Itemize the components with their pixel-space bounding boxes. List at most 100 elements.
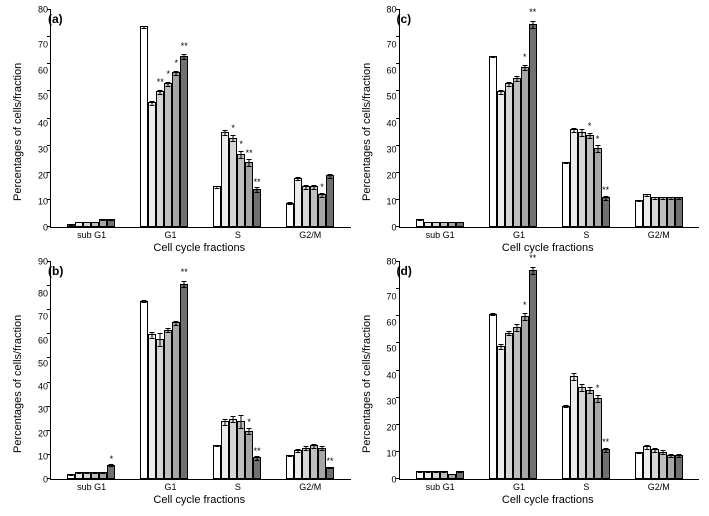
chart-grid: (a)Percentages of cells/fraction80706050… — [10, 10, 699, 506]
bar — [635, 200, 643, 227]
bar — [75, 472, 83, 479]
y-axis: 80706050403020100 — [375, 262, 399, 480]
significance-marker: * — [239, 140, 243, 149]
bar: ** — [326, 467, 334, 479]
bar — [562, 162, 570, 227]
bar — [67, 224, 75, 227]
bar-group: * — [286, 10, 334, 227]
bar — [221, 132, 229, 227]
bar: * — [172, 72, 180, 227]
bar — [213, 445, 221, 479]
panel-c: (c)Percentages of cells/fraction80706050… — [359, 10, 700, 254]
significance-marker: * — [523, 301, 527, 310]
bar — [513, 78, 521, 227]
bar — [148, 334, 156, 479]
bar — [643, 194, 651, 227]
bar — [91, 222, 99, 227]
bar — [675, 455, 683, 479]
bar — [570, 129, 578, 227]
bar — [83, 472, 91, 479]
bar — [91, 472, 99, 479]
y-axis-label: Percentages of cells/fraction — [359, 262, 375, 506]
bar-group — [416, 262, 464, 479]
significance-marker: * — [247, 418, 251, 427]
panel-d: (d)Percentages of cells/fraction80706050… — [359, 262, 700, 506]
plot-area: ****** — [399, 262, 700, 480]
bar — [497, 346, 505, 479]
bar: ** — [602, 449, 610, 479]
bar — [456, 471, 464, 479]
bar: ** — [245, 162, 253, 227]
bar-group: *** — [213, 262, 261, 479]
bar — [489, 56, 497, 227]
x-axis: sub G1G1SG2/M — [48, 480, 351, 492]
x-axis: sub G1G1SG2/M — [397, 228, 700, 240]
bar: ** — [602, 197, 610, 227]
bar — [286, 455, 294, 479]
bar — [578, 132, 586, 227]
bar — [213, 186, 221, 227]
significance-marker: * — [167, 70, 171, 79]
bar — [302, 186, 310, 227]
significance-marker: ** — [327, 457, 334, 466]
bar — [229, 419, 237, 479]
significance-marker: ** — [529, 8, 536, 17]
bar — [318, 448, 326, 479]
bar — [140, 301, 148, 479]
x-axis-label: Cell cycle fractions — [397, 492, 700, 506]
bar — [237, 421, 245, 479]
panel-a: (a)Percentages of cells/fraction80706050… — [10, 10, 351, 254]
bar-group: ** — [140, 262, 188, 479]
significance-marker: * — [175, 59, 179, 68]
bar: * — [521, 67, 529, 227]
bar — [667, 197, 675, 227]
bar — [513, 327, 521, 479]
bar — [562, 406, 570, 479]
bar — [172, 322, 180, 479]
bar — [148, 102, 156, 227]
bar — [448, 222, 456, 227]
bar — [489, 314, 497, 479]
bar — [651, 197, 659, 227]
significance-marker: ** — [181, 268, 188, 277]
x-axis: sub G1G1SG2/M — [397, 480, 700, 492]
significance-marker: ** — [157, 78, 164, 87]
bar: * — [229, 138, 237, 228]
x-axis-label: Cell cycle fractions — [48, 492, 351, 506]
bar — [416, 219, 424, 227]
bar — [140, 26, 148, 227]
bar: * — [594, 148, 602, 227]
significance-marker: * — [596, 135, 600, 144]
bar — [164, 330, 172, 479]
bar-group — [635, 262, 683, 479]
bar — [432, 471, 440, 479]
bar — [416, 471, 424, 479]
bar — [448, 474, 456, 479]
bar — [440, 471, 448, 479]
x-axis-label: Cell cycle fractions — [48, 240, 351, 254]
bar — [505, 333, 513, 479]
bar: * — [107, 465, 115, 479]
bar — [651, 449, 659, 479]
significance-marker: * — [110, 455, 114, 464]
bar-group: * — [67, 262, 115, 479]
bar: * — [237, 154, 245, 227]
bar — [221, 421, 229, 479]
bar — [424, 471, 432, 479]
y-axis-label: Percentages of cells/fraction — [10, 10, 26, 254]
bar — [497, 91, 505, 227]
bar — [99, 472, 107, 479]
significance-marker: * — [588, 122, 592, 131]
bar — [659, 452, 667, 479]
bar — [83, 222, 91, 227]
bar — [310, 445, 318, 479]
bar — [286, 203, 294, 227]
bar: ** — [156, 91, 164, 227]
bar — [67, 474, 75, 479]
bar: ** — [253, 457, 261, 479]
bar-group: *** — [489, 10, 537, 227]
bar: * — [521, 316, 529, 479]
significance-marker: ** — [254, 178, 261, 187]
x-axis-label: Cell cycle fractions — [397, 240, 700, 254]
bar — [99, 219, 107, 227]
